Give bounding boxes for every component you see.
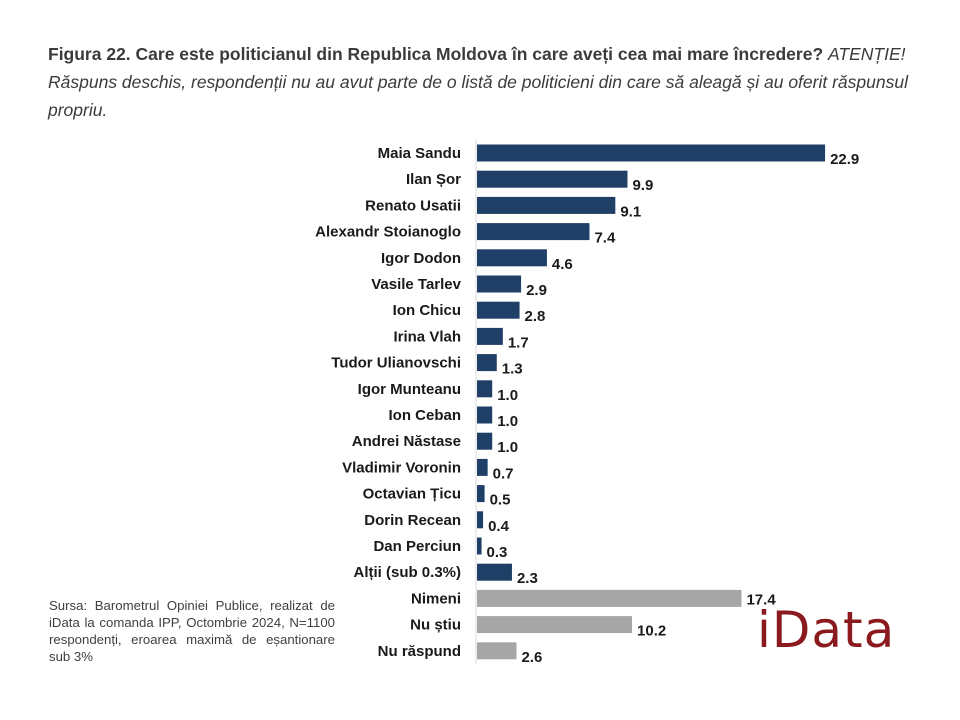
bar	[477, 223, 590, 241]
category-label: Octavian Țicu	[363, 486, 461, 503]
bar	[477, 249, 547, 267]
value-label: 0.4	[488, 518, 510, 535]
bar	[477, 301, 520, 319]
value-label: 0.5	[490, 492, 511, 509]
category-label: Dorin Recean	[364, 512, 461, 529]
bar	[477, 616, 633, 634]
bar	[477, 196, 616, 214]
value-label: 0.7	[493, 465, 514, 482]
bar	[477, 406, 493, 424]
category-label: Alții (sub 0.3%)	[353, 564, 461, 581]
category-label: Igor Dodon	[381, 250, 461, 267]
category-label: Vladimir Voronin	[342, 459, 461, 476]
bar	[477, 511, 484, 529]
category-label: Tudor Ulianovschi	[331, 355, 461, 372]
source-note: Sursa: Barometrul Opiniei Publice, reali…	[49, 598, 335, 664]
value-label: 1.0	[497, 439, 518, 456]
category-label: Vasile Tarlev	[371, 276, 461, 293]
bar	[477, 537, 482, 555]
title-note: ATENȚIE! Răspuns deschis, respondenții n…	[48, 44, 908, 120]
category-label: Ion Chicu	[393, 302, 461, 319]
bar	[477, 380, 493, 398]
value-label: 22.9	[830, 151, 859, 168]
bar	[477, 170, 628, 188]
bars-group: Maia Sandu 22.9 Ilan Șor 9.9 Renato Usatii 9.…	[315, 144, 859, 666]
chart-title: Figura 22. Care este politicianul din Re…	[48, 40, 938, 124]
value-label: 4.6	[552, 256, 573, 273]
value-label: 10.2	[637, 623, 666, 640]
bar	[477, 354, 497, 372]
value-label: 2.8	[525, 308, 546, 325]
bar	[477, 144, 826, 162]
category-label: Andrei Năstase	[352, 433, 461, 450]
value-label: 1.3	[502, 361, 523, 378]
value-label: 9.9	[632, 177, 653, 194]
value-label: 2.3	[517, 570, 538, 587]
category-label: Dan Perciun	[373, 538, 461, 555]
category-label: Irina Vlah	[393, 328, 461, 345]
category-label: Maia Sandu	[378, 145, 461, 162]
value-label: 1.0	[497, 387, 518, 404]
category-label: Ion Ceban	[388, 407, 461, 424]
value-label: 1.0	[497, 413, 518, 430]
bar	[477, 563, 512, 581]
category-label: Renato Usatii	[365, 197, 461, 214]
value-label: 1.7	[508, 334, 529, 351]
category-label: Nu știu	[410, 617, 461, 634]
value-label: 9.1	[620, 203, 641, 220]
bar	[477, 432, 493, 450]
category-label: Nu răspund	[378, 643, 461, 660]
bar	[477, 642, 517, 660]
category-label: Alexandr Stoianoglo	[315, 224, 461, 241]
value-label: 17.4	[746, 591, 776, 608]
category-label: Igor Munteanu	[358, 381, 461, 398]
value-label: 7.4	[594, 230, 616, 247]
bar	[477, 589, 742, 607]
category-label: Ilan Șor	[406, 171, 461, 188]
title-question: Figura 22. Care este politicianul din Re…	[48, 44, 824, 64]
category-label: Nimeni	[411, 590, 461, 607]
value-label: 2.6	[522, 649, 543, 666]
bar	[477, 458, 488, 476]
bar	[477, 275, 522, 293]
value-label: 2.9	[526, 282, 547, 299]
bar	[477, 485, 485, 503]
bar	[477, 327, 503, 345]
value-label: 0.3	[487, 544, 508, 561]
idata-logo: iData	[757, 601, 896, 659]
